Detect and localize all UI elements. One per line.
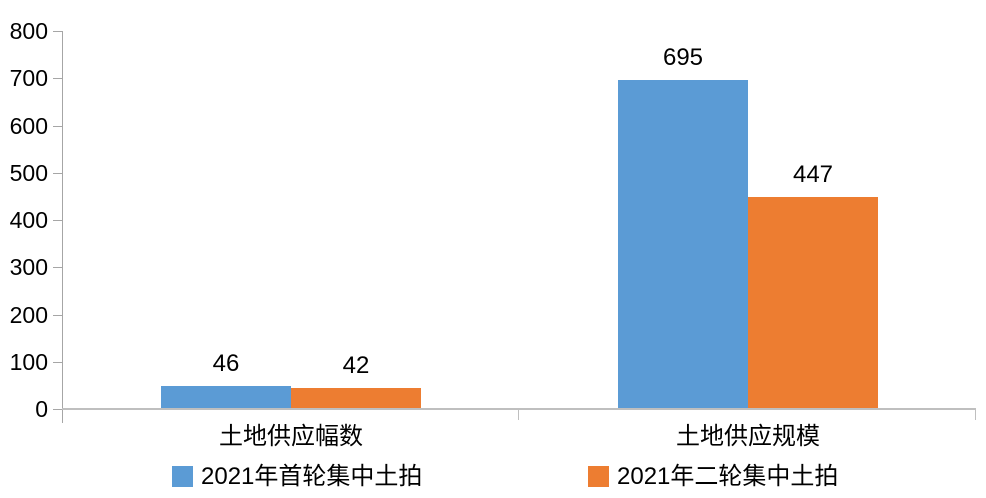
bar <box>161 386 291 408</box>
bar <box>748 197 878 408</box>
y-tick-label: 0 <box>35 396 48 422</box>
value-label: 42 <box>342 352 370 379</box>
y-tick-label: 300 <box>9 254 48 280</box>
x-axis-tick-mark <box>975 408 976 420</box>
legend-swatch <box>172 466 193 487</box>
y-tick-mark <box>53 362 62 363</box>
y-tick-label: 200 <box>9 302 48 328</box>
y-tick-mark <box>53 78 62 79</box>
y-axis-line <box>62 31 63 423</box>
y-tick-label: 400 <box>9 207 48 233</box>
y-tick-mark <box>53 126 62 127</box>
y-tick-label: 500 <box>9 160 48 186</box>
y-tick-mark <box>53 220 62 221</box>
y-tick-mark <box>53 31 62 32</box>
y-tick-label: 800 <box>9 18 48 44</box>
legend-label: 2021年首轮集中土拍 <box>201 463 423 490</box>
legend-entry: 2021年首轮集中土拍 <box>172 463 422 491</box>
y-tick-mark <box>53 315 62 316</box>
bar <box>618 80 748 408</box>
value-label: 46 <box>212 350 240 377</box>
legend-entry: 2021年二轮集中土拍 <box>588 463 838 491</box>
x-axis-tick-mark <box>518 408 519 420</box>
legend-swatch <box>588 466 609 487</box>
value-label: 695 <box>662 44 704 71</box>
legend-label: 2021年二轮集中土拍 <box>617 463 839 490</box>
x-axis-line <box>62 408 976 410</box>
value-label: 447 <box>792 161 834 188</box>
y-tick-mark <box>53 173 62 174</box>
category-label: 土地供应幅数 <box>219 423 363 450</box>
category-label: 土地供应规模 <box>676 423 820 450</box>
bar <box>291 388 421 408</box>
y-tick-label: 700 <box>9 65 48 91</box>
y-tick-label: 100 <box>9 349 48 375</box>
y-tick-label: 600 <box>9 113 48 139</box>
y-tick-mark <box>53 267 62 268</box>
y-tick-mark <box>53 409 62 410</box>
